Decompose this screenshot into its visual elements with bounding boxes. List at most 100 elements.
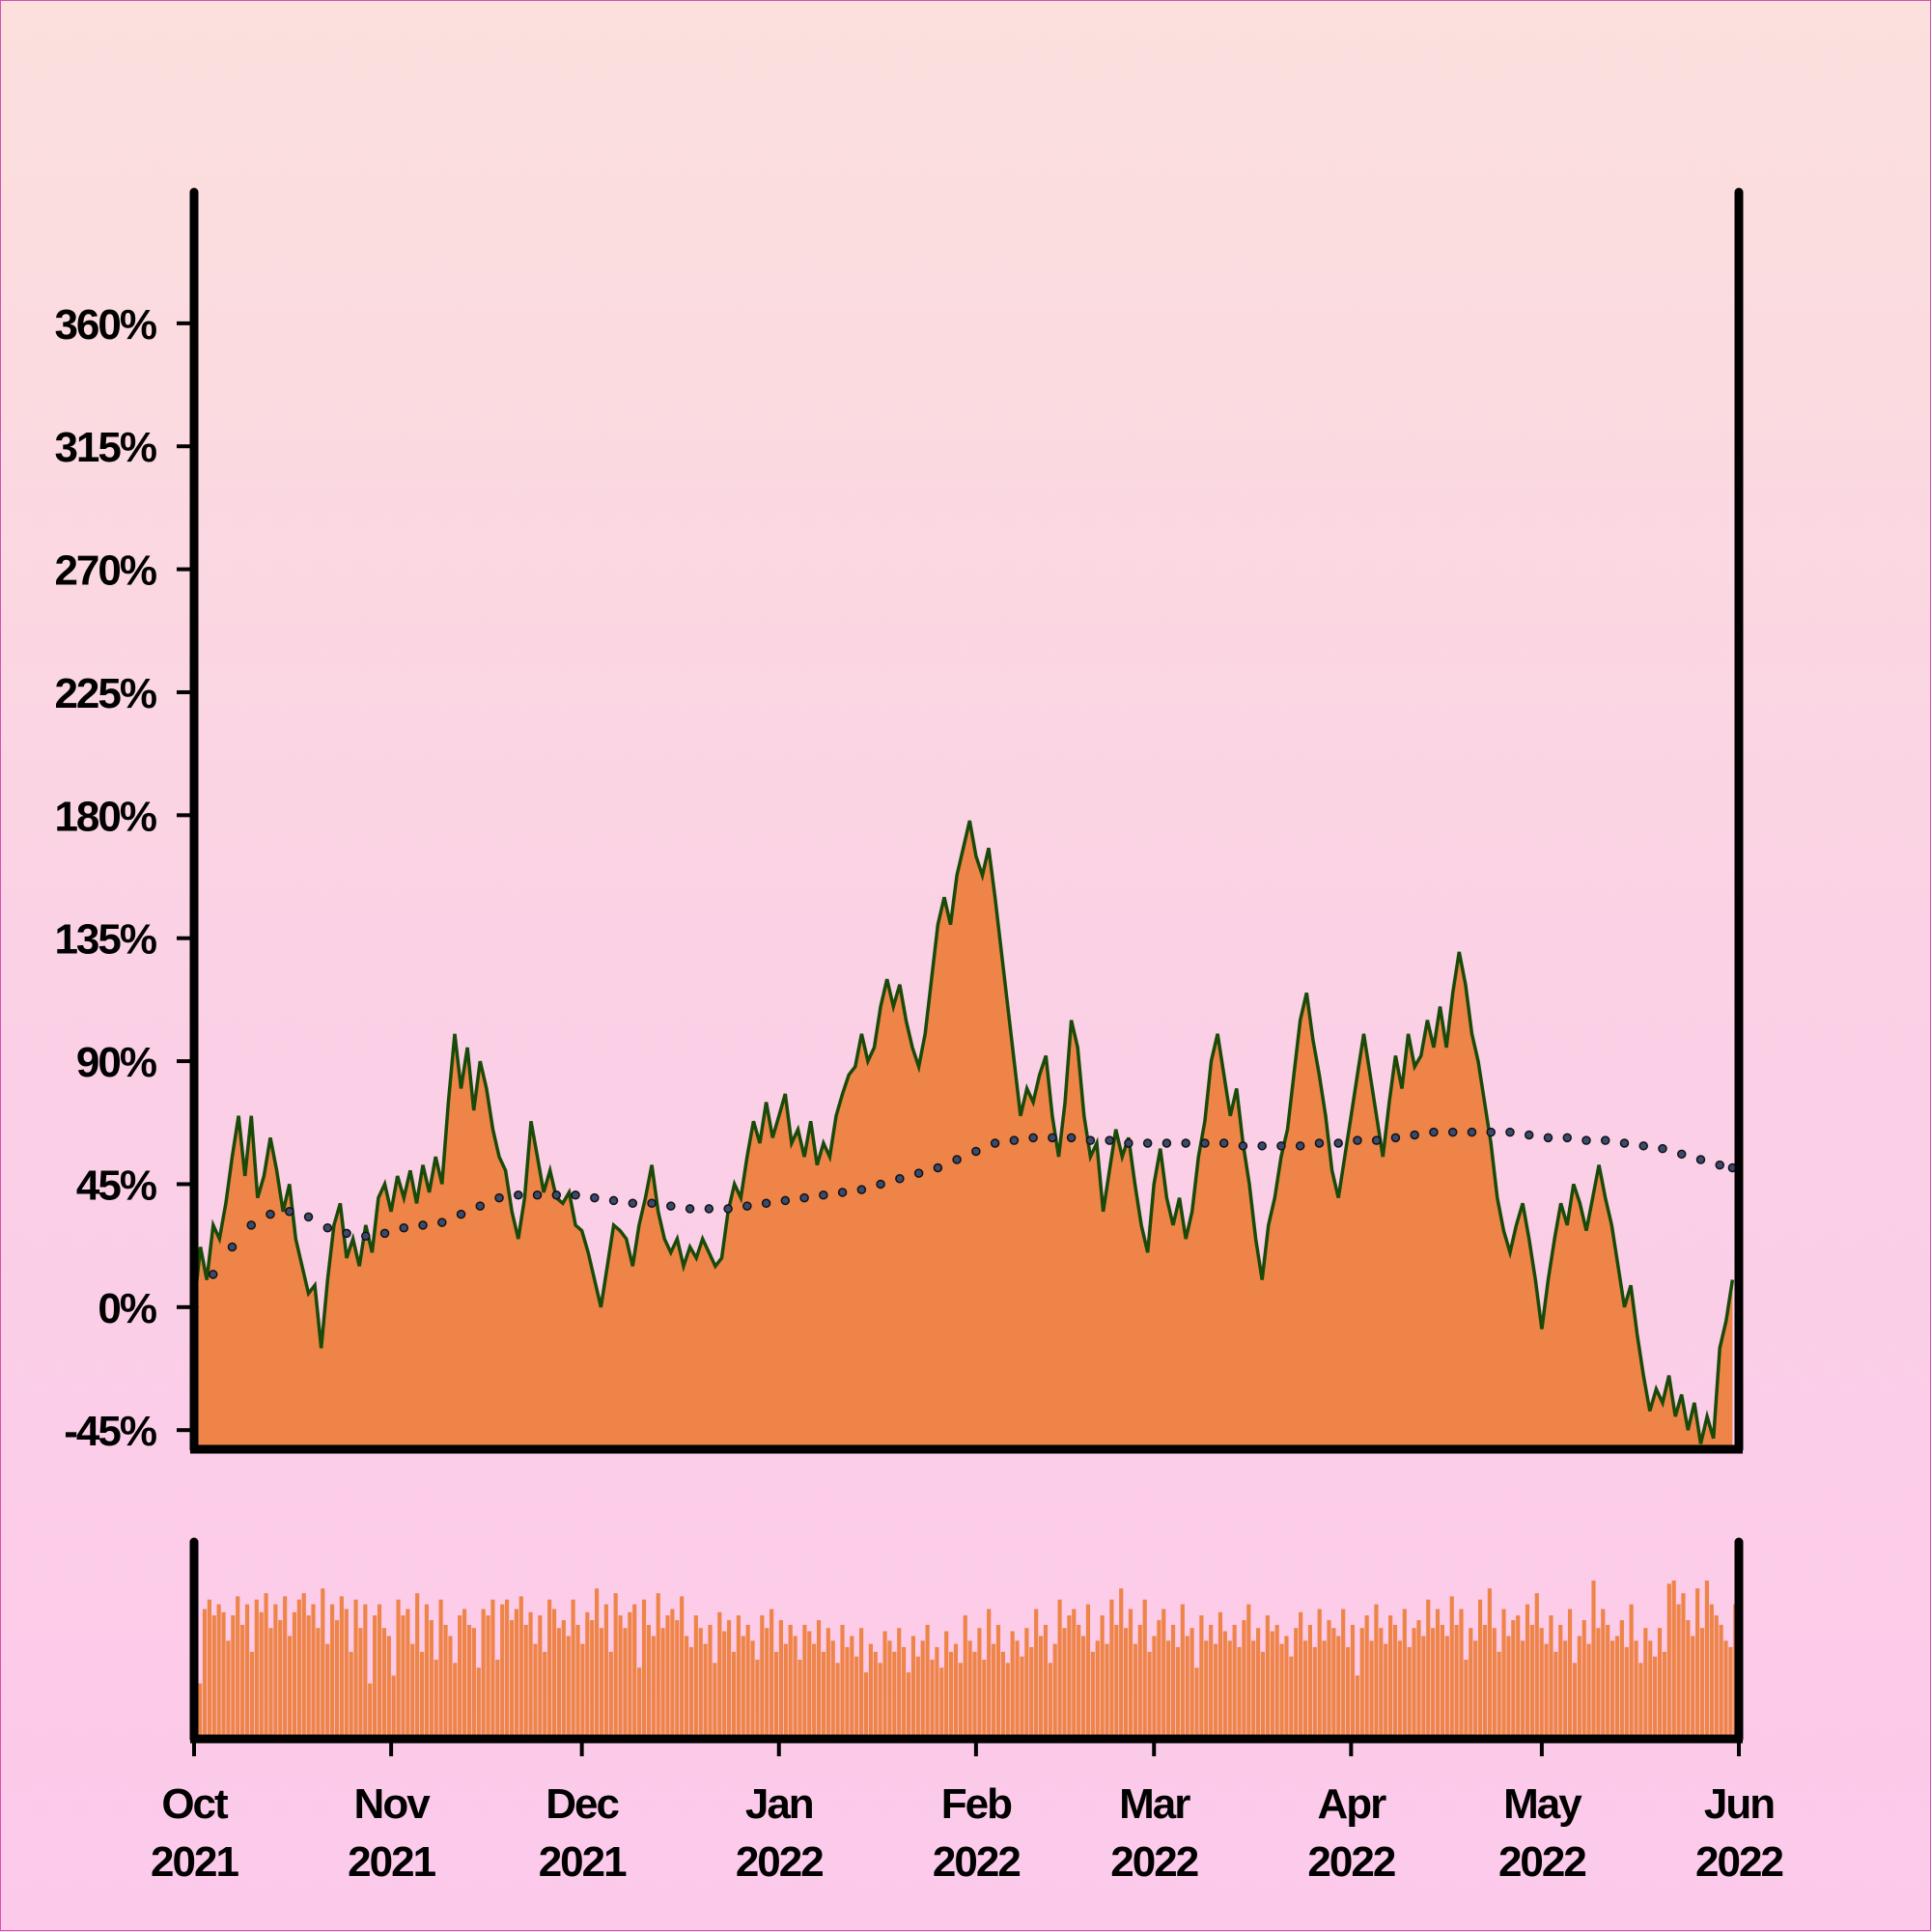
- moving-average-point: [1562, 1133, 1572, 1143]
- volume-bar: [1114, 1624, 1119, 1739]
- volume-bar: [1213, 1643, 1218, 1739]
- volume-bar: [816, 1620, 822, 1739]
- volume-bar: [278, 1620, 283, 1739]
- volume-bar: [1175, 1646, 1180, 1739]
- volume-bar: [854, 1656, 859, 1739]
- volume-bar: [1284, 1636, 1289, 1739]
- volume-bar: [1161, 1609, 1166, 1739]
- moving-average-point: [209, 1270, 218, 1279]
- volume-bar: [906, 1672, 911, 1739]
- moving-average-point: [1028, 1133, 1038, 1143]
- volume-bar: [571, 1599, 575, 1739]
- moving-average-point: [1161, 1138, 1172, 1148]
- volume-bar: [1227, 1640, 1232, 1739]
- volume-bar: [533, 1643, 538, 1739]
- volume-bar: [693, 1615, 698, 1739]
- volume-bar: [1426, 1599, 1431, 1739]
- moving-average-point: [761, 1198, 771, 1209]
- volume-bar: [419, 1651, 425, 1739]
- volume-bar: [1567, 1609, 1573, 1739]
- moving-average-point: [1218, 1138, 1229, 1148]
- volume-bar: [580, 1643, 585, 1739]
- moving-average-point: [342, 1228, 351, 1239]
- volume-bar: [1699, 1628, 1705, 1739]
- volume-bar: [377, 1604, 382, 1739]
- volume-bar: [1501, 1609, 1506, 1739]
- moving-average-point: [514, 1190, 523, 1200]
- volume-bar: [1459, 1609, 1464, 1739]
- volume-bar: [656, 1593, 660, 1739]
- volume-bar: [1052, 1643, 1057, 1739]
- volume-bar: [1676, 1604, 1681, 1739]
- x-tick-year: 2022: [1498, 1838, 1585, 1886]
- volume-bar: [1180, 1604, 1185, 1739]
- volume-bar: [930, 1660, 935, 1739]
- volume-bar: [543, 1651, 547, 1739]
- volume-bar: [283, 1596, 288, 1739]
- volume-bar: [812, 1643, 817, 1739]
- moving-average-point: [799, 1192, 809, 1203]
- volume-bar: [202, 1609, 208, 1739]
- volume-bar: [1242, 1620, 1246, 1739]
- volume-bar: [518, 1596, 523, 1739]
- volume-bar: [1384, 1643, 1388, 1739]
- volume-bar: [254, 1599, 259, 1739]
- volume-bar: [651, 1636, 656, 1739]
- volume-bar: [306, 1615, 311, 1739]
- volume-bar: [410, 1643, 415, 1739]
- y-tick-label: 45%: [76, 1162, 156, 1209]
- volume-bar: [381, 1628, 386, 1739]
- volume-bar: [1133, 1643, 1137, 1739]
- volume-bar: [1601, 1609, 1606, 1739]
- volume-bar: [207, 1599, 211, 1739]
- x-tick-year: 2021: [539, 1838, 627, 1886]
- volume-bar: [1109, 1599, 1114, 1739]
- volume-bar: [798, 1660, 802, 1739]
- volume-bar: [1204, 1640, 1209, 1739]
- moving-average-point: [266, 1209, 275, 1219]
- volume-bar: [646, 1624, 651, 1739]
- moving-average-point: [1048, 1133, 1057, 1143]
- volume-bar: [268, 1628, 273, 1739]
- volume-bar: [1128, 1609, 1133, 1739]
- moving-average-point: [856, 1185, 867, 1194]
- volume-bar: [1222, 1631, 1227, 1739]
- volume-bar: [948, 1651, 954, 1739]
- volume-bar: [1043, 1624, 1048, 1739]
- volume-bar: [641, 1599, 647, 1739]
- moving-average-point: [837, 1188, 848, 1197]
- volume-bar: [476, 1667, 481, 1739]
- volume-bar: [1374, 1604, 1379, 1739]
- volume-bar: [1209, 1624, 1214, 1739]
- volume-bar: [505, 1599, 510, 1739]
- x-tick-month: Apr: [1317, 1780, 1386, 1828]
- volume-bar: [1549, 1615, 1553, 1739]
- volume-bar: [1686, 1620, 1691, 1739]
- volume-bar: [703, 1643, 708, 1739]
- volume-bar: [198, 1683, 203, 1739]
- volume-bar: [231, 1615, 236, 1739]
- volume-bar: [344, 1609, 349, 1739]
- volume-plot: Oct 2021 Nov 2021 Dec 2021 Jan 2022 Feb 2022 Mar 20…: [151, 1537, 1784, 1886]
- volume-bar: [1015, 1640, 1020, 1739]
- volume-bar: [1100, 1615, 1105, 1739]
- volume-bar: [859, 1628, 864, 1739]
- volume-bar: [1327, 1620, 1331, 1739]
- volume-bar: [603, 1604, 608, 1739]
- volume-bar: [1090, 1651, 1095, 1739]
- y-tick-label: 135%: [54, 916, 155, 964]
- moving-average-point: [819, 1190, 828, 1200]
- volume-bar: [675, 1620, 680, 1739]
- volume-bar: [882, 1631, 887, 1739]
- y-tick-label: 225%: [54, 670, 155, 717]
- volume-bar: [1648, 1640, 1653, 1739]
- volume-bar: [935, 1646, 939, 1739]
- volume-bar: [1157, 1620, 1161, 1739]
- volume-bar: [595, 1588, 600, 1739]
- volume-bar: [226, 1640, 231, 1739]
- y-tick-label: 0%: [98, 1285, 155, 1332]
- volume-bar: [1691, 1636, 1695, 1739]
- moving-average-point: [780, 1195, 791, 1206]
- volume-bar: [1000, 1651, 1005, 1739]
- volume-bar: [1709, 1604, 1714, 1739]
